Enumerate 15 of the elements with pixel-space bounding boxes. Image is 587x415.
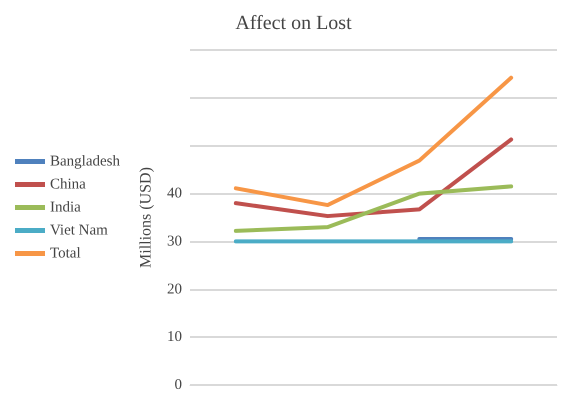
y-tick-label: 40	[167, 186, 182, 202]
legend-label: China	[50, 176, 86, 192]
legend-label: Total	[50, 246, 81, 262]
line-series	[234, 137, 514, 218]
y-tick-label: 0	[174, 377, 182, 393]
line-series	[234, 184, 514, 233]
y-tick-label: 30	[167, 233, 182, 250]
legend-label: Viet Nam	[50, 222, 108, 238]
chart-title: Affect on Lost	[235, 12, 352, 34]
y-tick-label: 20	[167, 281, 182, 298]
legend-label: India	[50, 200, 82, 216]
y-tick-label: 10	[167, 329, 182, 346]
legend-label: Bangladesh	[50, 154, 120, 170]
line-series	[234, 76, 514, 208]
y-axis-title: Millions (USD)	[138, 167, 154, 268]
